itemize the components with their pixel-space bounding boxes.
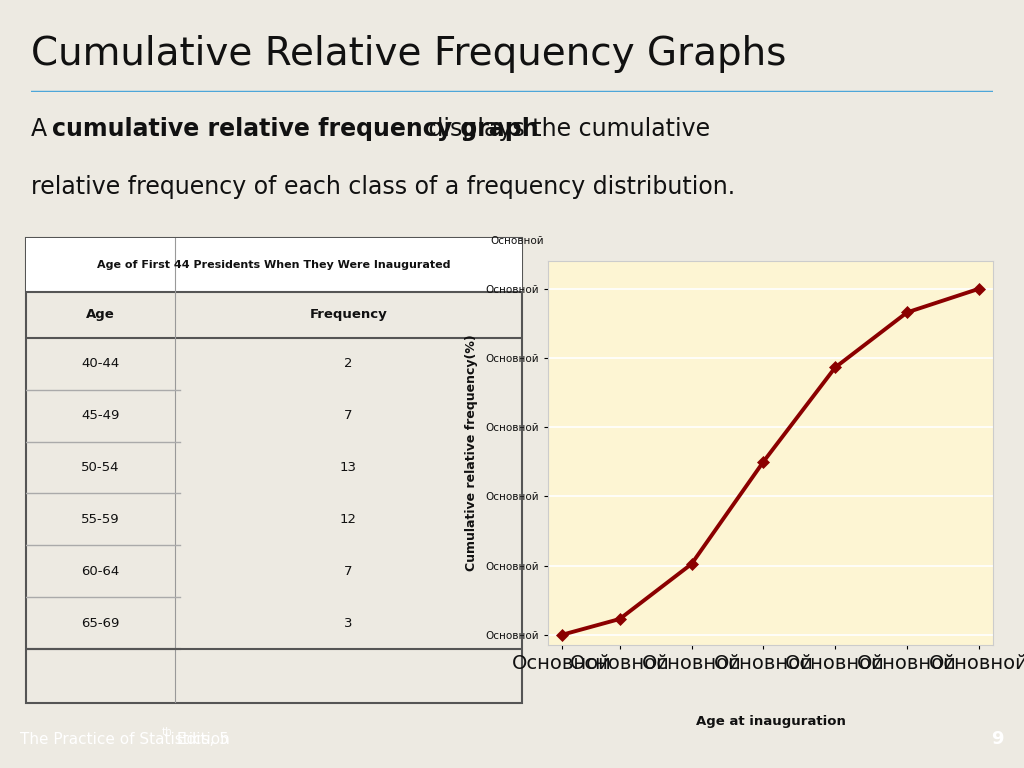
X-axis label: Age at inauguration: Age at inauguration bbox=[695, 715, 846, 728]
Text: 12: 12 bbox=[340, 513, 357, 526]
Bar bbox=[26, 238, 522, 292]
Text: Основной: Основной bbox=[489, 236, 544, 246]
Text: Cumulative Relative Frequency Graphs: Cumulative Relative Frequency Graphs bbox=[31, 35, 786, 72]
Text: The Practice of Statistics, 5: The Practice of Statistics, 5 bbox=[20, 732, 229, 746]
Text: relative frequency of each class of a frequency distribution.: relative frequency of each class of a fr… bbox=[31, 175, 735, 199]
Text: 13: 13 bbox=[340, 461, 357, 474]
Text: 65-69: 65-69 bbox=[81, 617, 119, 630]
Text: Frequency: Frequency bbox=[309, 308, 387, 321]
Text: cumulative relative frequency graph: cumulative relative frequency graph bbox=[52, 118, 539, 141]
Text: 55-59: 55-59 bbox=[81, 513, 120, 526]
Y-axis label: Cumulative relative frequency(%): Cumulative relative frequency(%) bbox=[465, 335, 478, 571]
Text: Age of First 44 Presidents When They Were Inaugurated: Age of First 44 Presidents When They Wer… bbox=[97, 260, 451, 270]
Text: 60-64: 60-64 bbox=[81, 564, 119, 578]
Text: Age: Age bbox=[86, 308, 115, 321]
Text: 9: 9 bbox=[991, 730, 1004, 748]
Text: th: th bbox=[162, 727, 172, 737]
Text: 40-44: 40-44 bbox=[81, 357, 119, 370]
Text: 50-54: 50-54 bbox=[81, 461, 120, 474]
Text: displays the cumulative: displays the cumulative bbox=[421, 118, 710, 141]
Text: 7: 7 bbox=[344, 564, 352, 578]
Text: 45-49: 45-49 bbox=[81, 409, 119, 422]
Text: 3: 3 bbox=[344, 617, 352, 630]
Text: A: A bbox=[31, 118, 54, 141]
Text: 2: 2 bbox=[344, 357, 352, 370]
Text: Edition: Edition bbox=[172, 732, 229, 746]
Text: 7: 7 bbox=[344, 409, 352, 422]
